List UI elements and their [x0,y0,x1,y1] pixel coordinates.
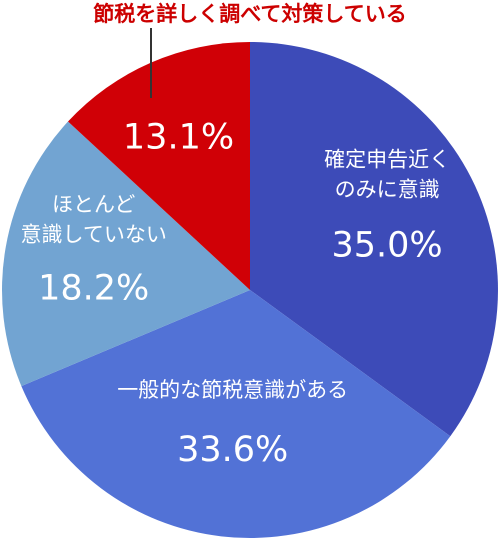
slice-value-label: 33.6% [177,430,288,470]
pie-slice [68,41,250,290]
slice-value-label: 35.0% [332,225,443,265]
slice-label: ほとんど [52,192,135,216]
slice-label: 確定申告近く [324,147,450,171]
slice-label: 意識していない [21,222,167,246]
callout-annotation: 節税を詳しく調べて対策している [93,2,407,98]
slice-value-label: 13.1% [123,117,234,157]
pie-slice [1,121,251,387]
pie-slice [250,42,498,437]
pie-slice [21,290,451,538]
slice-label: 一般的な節税意識がある [117,378,348,402]
slice-value-label: 18.2% [38,268,149,308]
callout-label: 節税を詳しく調べて対策している [93,2,407,26]
slice-label: のみに意識 [335,177,440,201]
pie-slices [1,41,498,538]
